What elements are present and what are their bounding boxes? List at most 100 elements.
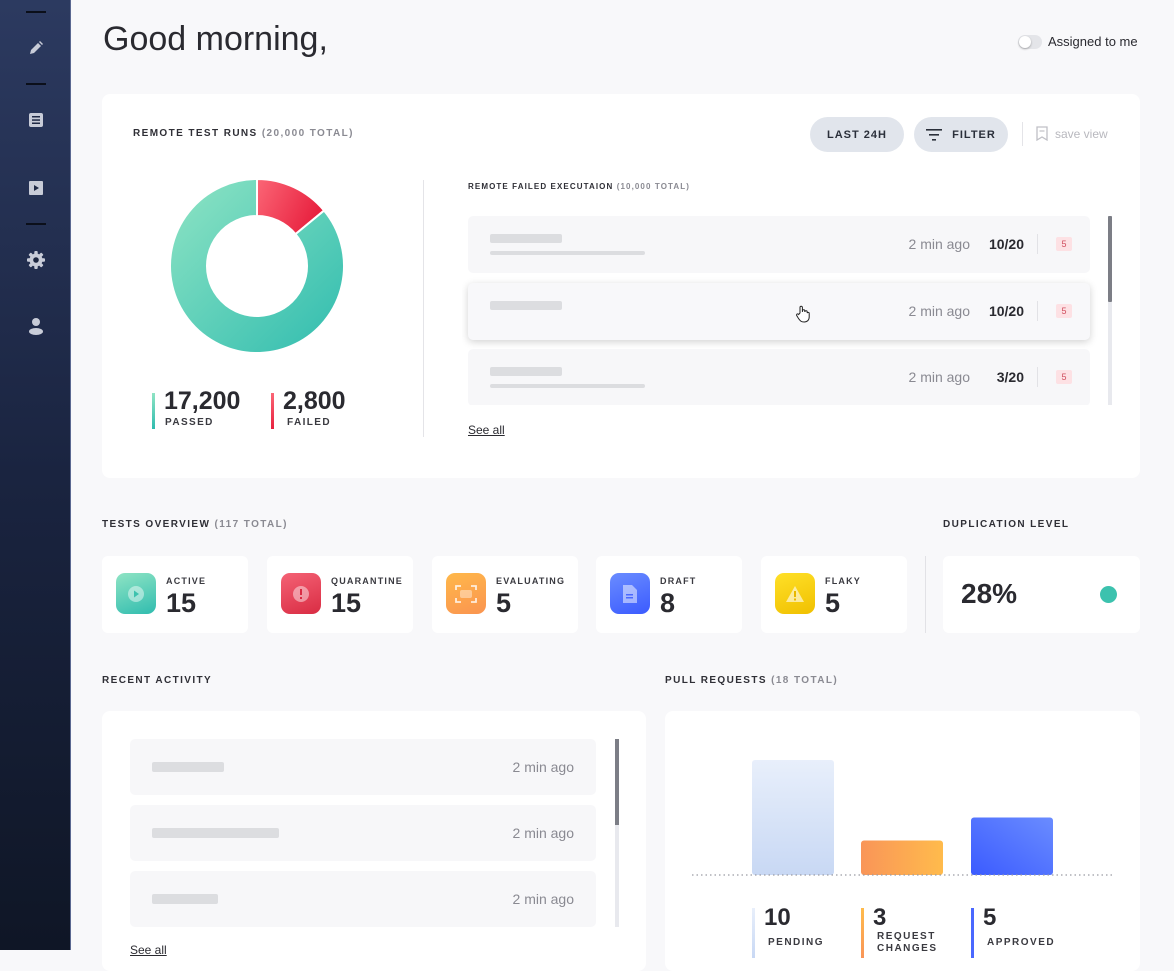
activity-row[interactable]: 2 min ago (130, 805, 596, 861)
passed-label: PASSED (165, 417, 214, 428)
activity-scrollbar[interactable] (615, 739, 619, 927)
bar-pending (752, 760, 834, 875)
row-divider (1037, 367, 1038, 387)
activity-row[interactable]: 2 min ago (130, 871, 596, 927)
tile-active[interactable]: ACTIVE 15 (102, 556, 248, 633)
row-badge: 5 (1056, 370, 1072, 384)
failed-list-scrollbar[interactable] (1108, 216, 1112, 405)
legend-bar (752, 908, 755, 958)
legend-bar (861, 908, 864, 958)
legend-label: APPROVED (987, 937, 1056, 948)
play-circle-icon (116, 573, 156, 614)
failed-execution-row[interactable]: 2 min ago 3/20 5 (468, 349, 1090, 405)
skeleton-title (490, 301, 562, 310)
row-time: 2 min ago (908, 369, 970, 385)
recent-activity-card: 2 min ago 2 min ago 2 min ago See all (102, 711, 646, 971)
tile-value: 8 (660, 588, 676, 618)
gear-icon[interactable] (24, 248, 48, 272)
legend-value: 5 (983, 904, 997, 931)
tile-flaky[interactable]: FLAKY 5 (761, 556, 907, 633)
sidebar-divider (26, 83, 46, 85)
page-title: Good morning, (103, 20, 328, 58)
overview-divider (925, 556, 926, 633)
row-time: 2 min ago (908, 303, 970, 319)
tile-label: EVALUATING (496, 576, 566, 586)
failed-executions-title: REMOTE FAILED EXECUTAION (10,000 TOTAL) (468, 182, 691, 191)
skeleton-title (490, 234, 562, 243)
tile-value: 15 (166, 588, 197, 618)
legend-bar (971, 908, 974, 958)
duplication-title: DUPLICATION LEVEL (943, 519, 1070, 530)
legend-label: REQUEST CHANGES (877, 931, 938, 954)
tests-overview-title: TESTS OVERVIEW (117 TOTAL) (102, 519, 288, 530)
skeleton-subtitle (490, 251, 645, 255)
row-fraction: 3/20 (996, 369, 1024, 385)
skeleton-title (152, 828, 279, 838)
toolbar-divider (1022, 122, 1023, 146)
tile-label: FLAKY (825, 576, 861, 586)
assigned-toggle[interactable] (1018, 35, 1042, 49)
assigned-toggle-label: Assigned to me (1048, 34, 1138, 49)
row-badge: 5 (1056, 304, 1072, 318)
row-time: 2 min ago (512, 825, 574, 841)
see-all-activity-link[interactable]: See all (130, 943, 167, 957)
tile-evaluating[interactable]: EVALUATING 5 (432, 556, 578, 633)
activity-row[interactable]: 2 min ago (130, 739, 596, 795)
failed-execution-row[interactable]: 2 min ago 10/20 5 (468, 283, 1090, 340)
tile-label: ACTIVE (166, 576, 207, 586)
pencil-icon[interactable] (24, 36, 48, 60)
scrollbar-thumb[interactable] (1108, 216, 1112, 302)
sidebar (0, 0, 71, 950)
bar-approved (971, 817, 1053, 875)
tile-value: 5 (496, 588, 512, 618)
row-divider (1037, 301, 1038, 321)
row-time: 2 min ago (908, 236, 970, 252)
skeleton-title (152, 894, 218, 904)
play-icon[interactable] (24, 176, 48, 200)
failed-legend-bar (271, 393, 274, 429)
duplication-status-dot (1100, 586, 1117, 603)
row-fraction: 10/20 (988, 303, 1024, 319)
donut-slice-passed (169, 177, 345, 354)
filter-label: FILTER (952, 128, 996, 141)
failed-label: FAILED (287, 417, 331, 428)
failed-execution-row[interactable]: 2 min ago 10/20 5 (468, 216, 1090, 273)
remote-runs-title: REMOTE TEST RUNS (20,000 TOTAL) (133, 128, 354, 139)
tile-value: 5 (825, 588, 841, 618)
tile-draft[interactable]: DRAFT 8 (596, 556, 742, 633)
tile-quarantine[interactable]: QUARANTINE 15 (267, 556, 413, 633)
failed-executions-list: 2 min ago 10/20 5 2 min ago 10/20 5 2 mi… (462, 216, 1102, 405)
toggle-knob (1019, 36, 1031, 48)
save-view-button[interactable]: save view (1036, 126, 1108, 141)
pull-requests-bar-chart (692, 760, 1112, 876)
save-view-label: save view (1055, 126, 1108, 141)
bar-request-changes (861, 840, 943, 875)
skeleton-title (490, 367, 562, 376)
document-icon[interactable] (24, 108, 48, 132)
duplication-value: 28% (961, 578, 1018, 609)
legend-value: 10 (764, 904, 791, 931)
bookmark-icon (1036, 126, 1048, 141)
legend-label: PENDING (768, 937, 825, 948)
tile-value: 15 (331, 588, 362, 618)
failed-value: 2,800 (283, 387, 346, 415)
sidebar-divider (26, 11, 46, 13)
user-icon[interactable] (24, 314, 48, 338)
row-fraction: 10/20 (988, 236, 1024, 252)
filter-button[interactable]: FILTER (914, 117, 1008, 152)
row-badge: 5 (1056, 237, 1072, 251)
skeleton-subtitle (490, 384, 645, 388)
scan-icon (446, 573, 486, 614)
last-24h-button[interactable]: LAST 24H (810, 117, 904, 152)
passed-value: 17,200 (164, 387, 241, 415)
scrollbar-thumb[interactable] (615, 739, 619, 825)
tile-label: QUARANTINE (331, 576, 403, 586)
see-all-failed-link[interactable]: See all (468, 423, 505, 437)
filter-icon (926, 128, 943, 141)
sidebar-divider (26, 223, 46, 225)
row-time: 2 min ago (512, 759, 574, 775)
card-divider (423, 180, 424, 437)
file-icon (610, 573, 650, 614)
passed-legend-bar (152, 393, 155, 429)
tile-label: DRAFT (660, 576, 697, 586)
